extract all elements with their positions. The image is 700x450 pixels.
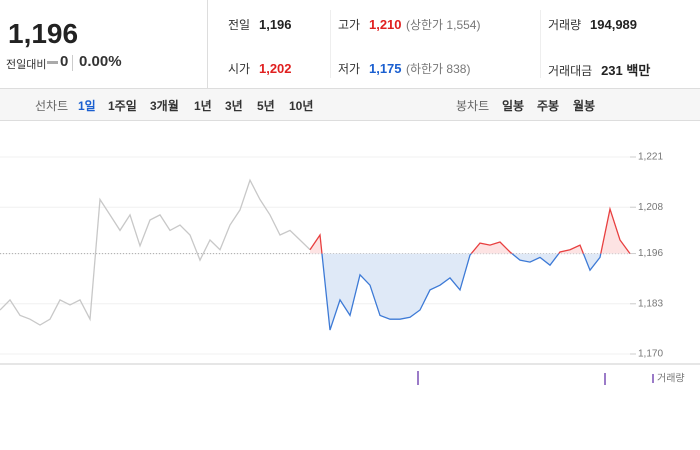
line-up bbox=[309, 206, 631, 254]
stat-label: 거래량 bbox=[548, 18, 582, 32]
y-tick-label: 1,196 bbox=[638, 248, 663, 259]
tab[interactable]: 봉차트 bbox=[456, 99, 490, 113]
change: 0 bbox=[60, 53, 69, 70]
chart: 거래량 1,170 1,183 1,196 1,208 1,221 bbox=[0, 152, 700, 385]
stat-label: 고가 bbox=[338, 18, 361, 32]
tab-row: 선차트 1일 1주일 3개월 1년 3년 5년 10년 봉차트 일봉 주봉 월봉 bbox=[0, 97, 700, 113]
y-tick-label: 1,208 bbox=[638, 202, 663, 213]
y-tick-label: 1,170 bbox=[638, 349, 663, 360]
y-tick-label: 1,183 bbox=[638, 298, 663, 309]
tab-bar bbox=[0, 89, 700, 121]
change-label: 전일대비 bbox=[6, 59, 47, 71]
stat-value: 194,989 bbox=[590, 17, 638, 32]
tab[interactable]: 1일 bbox=[78, 99, 96, 113]
tab[interactable]: 5년 bbox=[257, 99, 275, 113]
divider bbox=[207, 0, 208, 88]
stat-label: 저가 bbox=[338, 62, 361, 76]
area-down bbox=[310, 253, 630, 331]
flat-icon bbox=[47, 61, 58, 64]
tab[interactable]: 월봉 bbox=[573, 99, 596, 113]
divider bbox=[72, 55, 73, 71]
tab[interactable]: 선차트 bbox=[35, 99, 69, 113]
line-down bbox=[321, 253, 631, 331]
stat-value: 1,196 bbox=[258, 17, 292, 32]
price: 1,196 bbox=[8, 18, 79, 49]
stat-extra: (하한가 838) bbox=[405, 62, 471, 76]
summary-panel bbox=[0, 0, 700, 89]
divider bbox=[330, 10, 331, 78]
tab[interactable]: 1주일 bbox=[108, 99, 137, 113]
stat-value: 1,210 bbox=[368, 17, 402, 32]
tab[interactable]: 일봉 bbox=[502, 99, 525, 113]
legend-label: 거래량 bbox=[657, 373, 685, 385]
tab[interactable]: 3년 bbox=[225, 99, 243, 113]
divider bbox=[540, 10, 541, 78]
stat-value: 1,202 bbox=[258, 61, 292, 76]
tab[interactable]: 10년 bbox=[289, 99, 314, 113]
tab[interactable]: 주봉 bbox=[537, 99, 560, 113]
stat-value: 231 백만 bbox=[601, 63, 651, 78]
tab[interactable]: 3개월 bbox=[150, 99, 179, 113]
stat-extra: (상한가 1,554) bbox=[405, 18, 481, 32]
change-rate: 0.00% bbox=[79, 53, 122, 70]
y-tick-label: 1,221 bbox=[638, 152, 663, 163]
stat-label: 시가 bbox=[228, 62, 251, 76]
legend-swatch bbox=[652, 374, 654, 383]
stat-label: 전일 bbox=[228, 18, 251, 32]
stat-value: 1,175 bbox=[368, 61, 402, 76]
line bbox=[0, 178, 311, 326]
tab[interactable]: 1년 bbox=[194, 99, 212, 113]
stat-label: 거래대금 bbox=[548, 64, 593, 78]
